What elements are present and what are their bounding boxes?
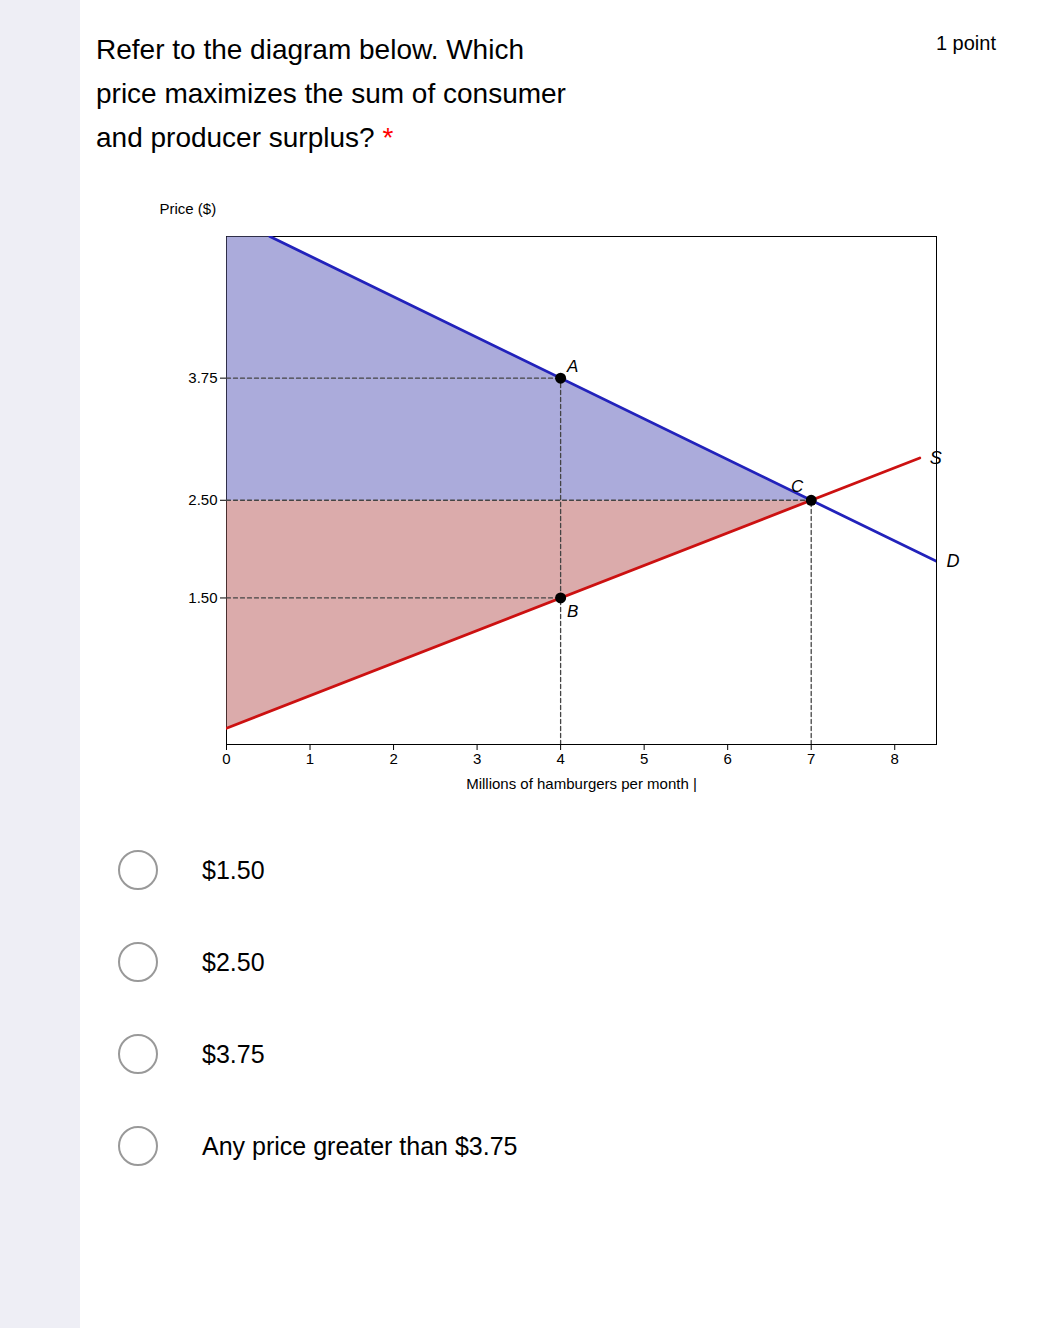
svg-text:B: B: [567, 602, 578, 621]
html-text:$3.75: $3.75: [202, 1039, 265, 1068]
html-text:Refer to the diagram below. Wh: Refer to the diagram below. Which: [96, 34, 524, 65]
svg-text:2.50: 2.50: [188, 491, 217, 508]
svg-text:1.50: 1.50: [188, 589, 217, 606]
html-text:price maximizes the sum of con: price maximizes the sum of consumer: [96, 78, 566, 109]
html-text:Any price greater than $3.75: Any price greater than $3.75: [202, 1131, 518, 1160]
svg-text:4: 4: [556, 750, 564, 767]
svg-text:5: 5: [640, 750, 648, 767]
svg-text:3: 3: [473, 750, 481, 767]
html-text:$1.50: $1.50: [202, 855, 265, 884]
svg-text:Millions of hamburgers per mon: Millions of hamburgers per month |: [466, 775, 697, 792]
html-text:$2.50: $2.50: [202, 947, 265, 976]
svg-text:3.75: 3.75: [188, 369, 217, 386]
svg-text:D: D: [947, 551, 960, 571]
html-text:1 point: 1 point: [935, 32, 996, 54]
svg-text:C: C: [791, 477, 804, 496]
svg-text:1: 1: [306, 750, 314, 767]
svg-text:6: 6: [724, 750, 732, 767]
svg-text:Price ($): Price ($): [160, 200, 217, 217]
svg-text:A: A: [566, 357, 578, 376]
html-text:and producer surplus? *: and producer surplus? *: [96, 122, 394, 153]
svg-text:7: 7: [807, 750, 815, 767]
svg-text:S: S: [930, 448, 942, 468]
svg-text:0: 0: [222, 750, 230, 767]
svg-text:8: 8: [891, 750, 899, 767]
svg-text:2: 2: [389, 750, 397, 767]
